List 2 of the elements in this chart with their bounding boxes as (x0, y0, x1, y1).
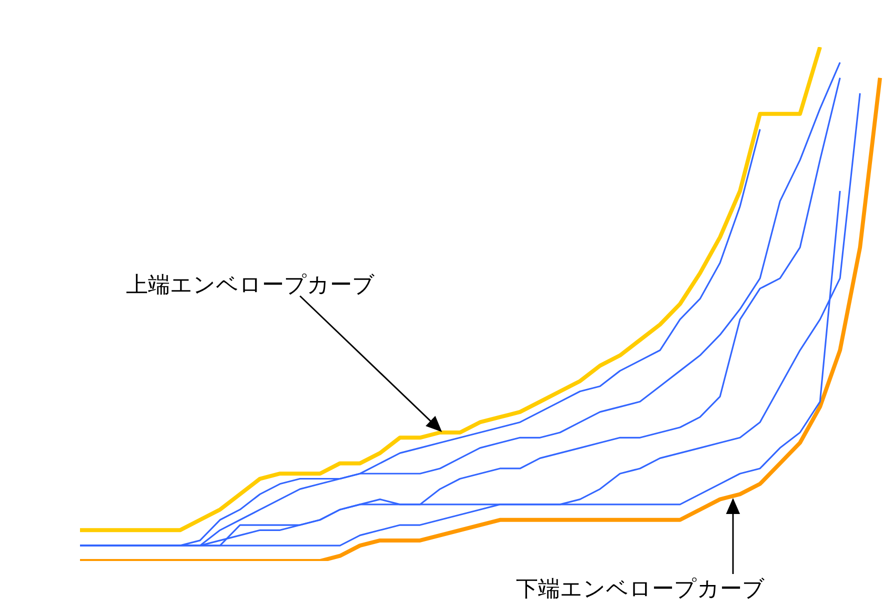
text: 下端エンベロープカーブ (516, 576, 765, 604)
annotation: 上端エンベロープカーブ (126, 272, 375, 300)
